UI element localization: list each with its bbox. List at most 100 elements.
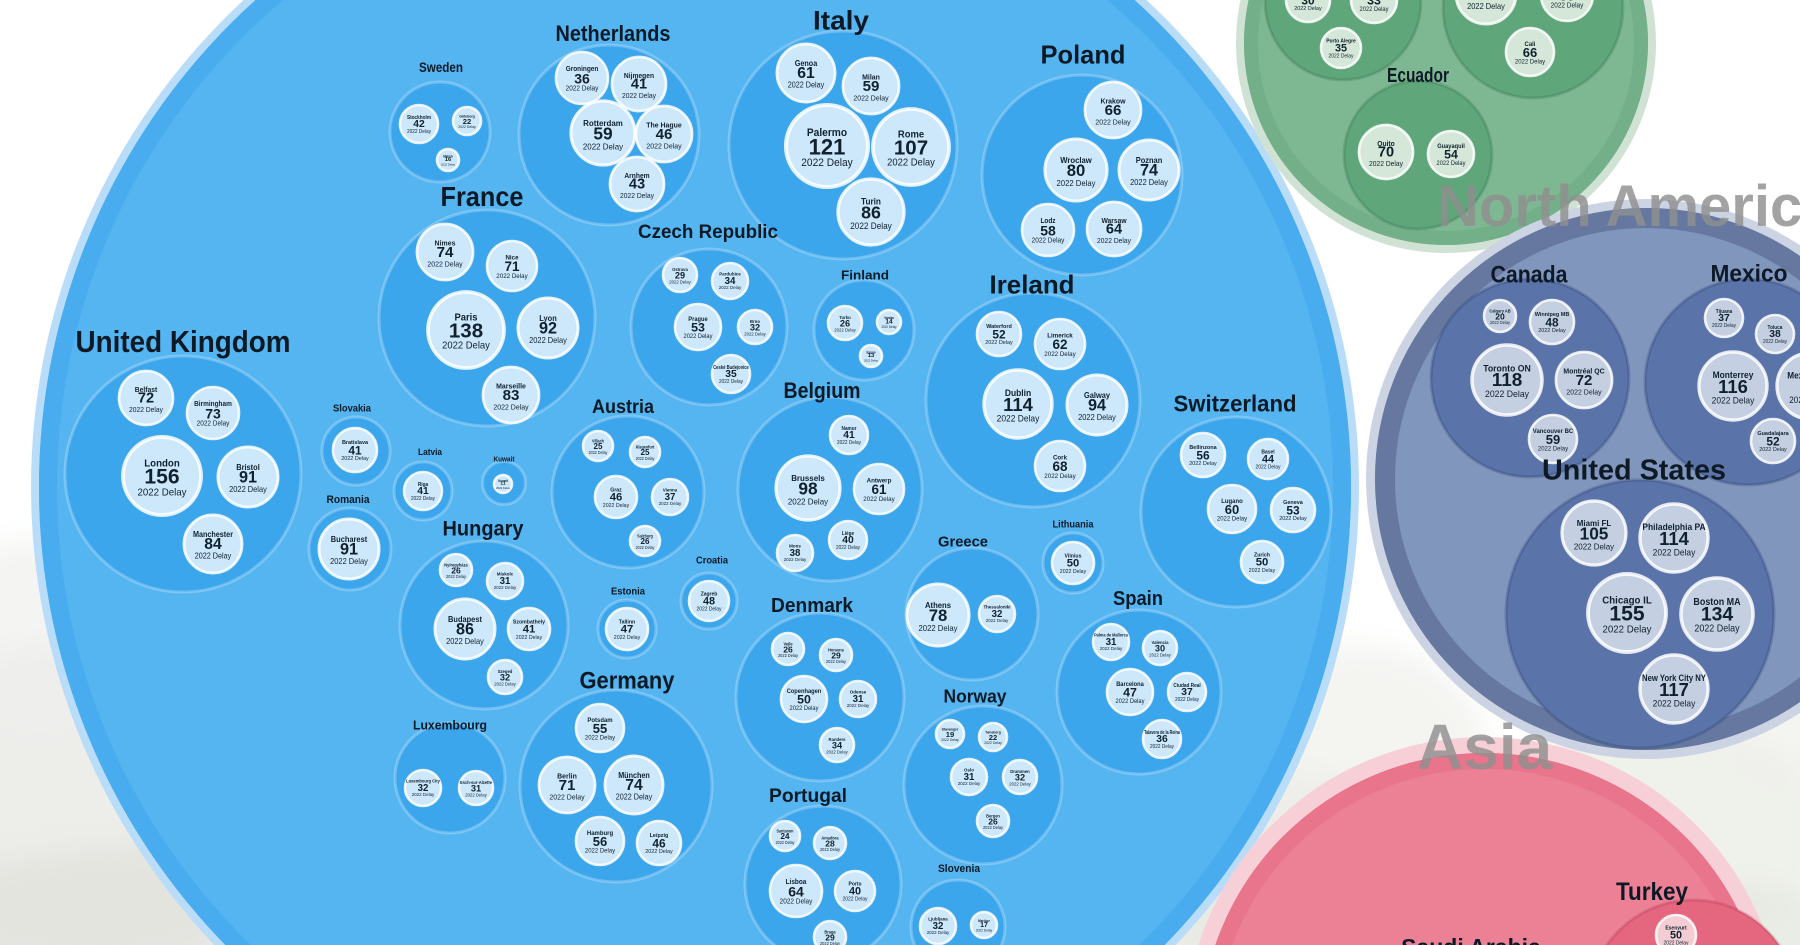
svg-text:84: 84 <box>204 536 222 553</box>
svg-text:2022 Delay: 2022 Delay <box>834 328 856 333</box>
svg-text:50: 50 <box>797 693 811 707</box>
svg-text:61: 61 <box>797 65 815 82</box>
svg-text:26: 26 <box>640 537 650 546</box>
svg-text:Berlin: Berlin <box>557 772 577 781</box>
svg-text:Mexico City: Mexico City <box>1787 370 1800 380</box>
svg-text:Cork: Cork <box>1053 455 1067 462</box>
svg-text:2022 Delay: 2022 Delay <box>958 781 981 787</box>
svg-text:2022 Delay: 2022 Delay <box>427 259 462 268</box>
svg-text:94: 94 <box>1088 397 1106 415</box>
svg-text:2022 Delay: 2022 Delay <box>744 332 766 337</box>
svg-text:25: 25 <box>640 448 650 457</box>
svg-text:Turkey: Turkey <box>1616 878 1688 906</box>
svg-text:Szombathely: Szombathely <box>513 619 546 625</box>
svg-text:2022 Delay: 2022 Delay <box>1653 547 1696 557</box>
svg-text:2022 Delay: 2022 Delay <box>853 93 888 102</box>
svg-text:62: 62 <box>1052 337 1067 352</box>
svg-text:Nimes: Nimes <box>435 239 456 248</box>
svg-text:98: 98 <box>798 479 818 499</box>
svg-text:37: 37 <box>665 492 676 503</box>
svg-text:26: 26 <box>840 318 850 328</box>
svg-text:Kuwait: Kuwait <box>498 479 508 483</box>
svg-text:34: 34 <box>832 740 843 750</box>
svg-text:Limerick: Limerick <box>1047 333 1073 340</box>
svg-text:The Hague: The Hague <box>646 121 682 130</box>
svg-text:Antwerp: Antwerp <box>867 478 892 485</box>
svg-text:26: 26 <box>783 644 793 654</box>
svg-text:2022 Delay: 2022 Delay <box>1515 59 1546 66</box>
svg-text:Miskolc: Miskolc <box>497 572 514 578</box>
svg-text:2022 Delay: 2022 Delay <box>1763 339 1787 345</box>
svg-text:Ostrava: Ostrava <box>672 267 688 272</box>
svg-text:2022 Delay: 2022 Delay <box>986 618 1009 624</box>
svg-text:Mexico: Mexico <box>1711 261 1788 288</box>
svg-text:Krakow: Krakow <box>1100 97 1125 106</box>
svg-text:Brussels: Brussels <box>791 473 825 483</box>
svg-text:Thessaloniki: Thessaloniki <box>983 605 1011 611</box>
svg-text:2022 Delay: 2022 Delay <box>549 792 584 801</box>
svg-text:2022 Delay: 2022 Delay <box>516 635 543 641</box>
svg-text:Lisboa: Lisboa <box>786 879 807 886</box>
svg-text:Barcelona: Barcelona <box>1116 681 1144 688</box>
svg-text:Toluca: Toluca <box>1768 325 1783 331</box>
svg-text:2022 Delay: 2022 Delay <box>826 750 848 755</box>
svg-text:138: 138 <box>449 319 483 342</box>
svg-text:2022 Delay: 2022 Delay <box>446 574 467 579</box>
svg-text:2022 Delay: 2022 Delay <box>776 840 796 845</box>
svg-text:26: 26 <box>451 565 461 575</box>
svg-text:73: 73 <box>205 406 221 422</box>
svg-text:2022 Delay: 2022 Delay <box>820 941 841 945</box>
svg-text:Copenhagen: Copenhagen <box>787 688 822 695</box>
svg-text:Milan: Milan <box>862 73 880 82</box>
svg-text:Birmingham: Birmingham <box>194 401 232 408</box>
svg-text:Ljubljana: Ljubljana <box>928 917 948 923</box>
svg-text:Boston MA: Boston MA <box>1693 597 1740 608</box>
svg-text:Vantaa: Vantaa <box>884 316 894 320</box>
svg-text:31: 31 <box>853 694 864 705</box>
svg-text:47: 47 <box>621 623 634 635</box>
svg-text:2022 Delay: 2022 Delay <box>820 847 841 852</box>
svg-text:83: 83 <box>503 387 520 404</box>
svg-text:Stockholm: Stockholm <box>407 115 432 121</box>
svg-text:Budapest: Budapest <box>448 615 482 624</box>
svg-text:New York City NY: New York City NY <box>1642 673 1706 683</box>
svg-text:2022 Delay: 2022 Delay <box>847 703 870 709</box>
svg-text:Bergen: Bergen <box>986 813 1000 818</box>
svg-text:86: 86 <box>861 203 881 223</box>
svg-text:35: 35 <box>725 369 737 380</box>
svg-text:Sweden: Sweden <box>419 59 463 75</box>
svg-text:2022 Delay: 2022 Delay <box>1044 351 1076 358</box>
svg-text:Geneva: Geneva <box>1283 500 1303 506</box>
svg-text:Croatia: Croatia <box>696 556 728 567</box>
svg-text:2022 Delay: 2022 Delay <box>1095 117 1130 126</box>
svg-text:2022 Delay: 2022 Delay <box>411 496 435 502</box>
svg-text:32: 32 <box>992 609 1003 620</box>
svg-text:64: 64 <box>1106 222 1123 238</box>
svg-text:Lodz: Lodz <box>1040 218 1056 225</box>
svg-text:2022 Delay: 2022 Delay <box>659 501 682 507</box>
svg-text:Canada: Canada <box>1491 262 1569 289</box>
svg-text:33: 33 <box>1367 0 1381 8</box>
svg-text:2022 Delay: 2022 Delay <box>446 637 485 646</box>
svg-text:2022 Delay: 2022 Delay <box>465 793 487 798</box>
svg-text:2022 Delay: 2022 Delay <box>129 405 163 414</box>
svg-text:Szeged: Szeged <box>498 669 513 674</box>
svg-text:Braga: Braga <box>824 929 836 934</box>
svg-text:2022 Delay: 2022 Delay <box>669 280 691 285</box>
svg-text:Switzerland: Switzerland <box>1174 390 1297 416</box>
svg-text:52: 52 <box>1766 434 1780 448</box>
svg-text:64: 64 <box>788 884 804 900</box>
svg-text:Spain: Spain <box>1113 588 1163 610</box>
svg-text:Randers: Randers <box>829 737 846 742</box>
svg-text:Bellinzona: Bellinzona <box>1189 445 1217 451</box>
svg-text:Belgium: Belgium <box>784 378 861 403</box>
svg-text:Guayaquil: Guayaquil <box>1437 143 1465 150</box>
svg-text:Lugano: Lugano <box>1221 498 1243 505</box>
svg-text:Czech Republic: Czech Republic <box>638 222 778 243</box>
svg-text:2022 Delay: 2022 Delay <box>529 336 568 345</box>
svg-text:105: 105 <box>1580 524 1609 544</box>
svg-text:Vejle: Vejle <box>783 641 793 646</box>
svg-text:Galway: Galway <box>1084 391 1111 400</box>
svg-text:11: 11 <box>500 481 505 487</box>
svg-text:Hungary: Hungary <box>443 518 524 541</box>
